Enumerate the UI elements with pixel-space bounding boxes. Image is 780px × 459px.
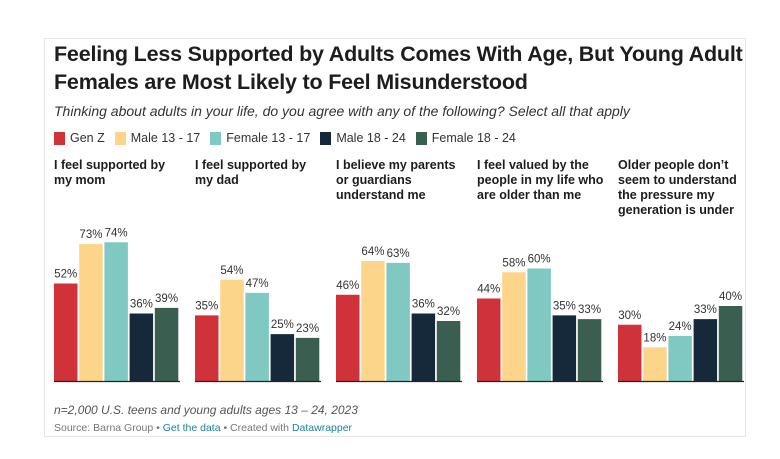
legend-label: Male 18 - 24 — [336, 131, 406, 145]
data-label: 33% — [578, 304, 601, 316]
bar-male-18-24 — [270, 334, 295, 381]
legend-item: Female 18 - 24 — [415, 131, 516, 145]
get-data-link[interactable]: Get the data — [162, 422, 221, 434]
panel-title: Older people don’t seem to understand th… — [618, 158, 737, 217]
legend-item: Male 18 - 24 — [320, 131, 406, 145]
data-label: 63% — [387, 248, 410, 260]
data-label: 39% — [155, 293, 178, 305]
panel-2: 35% 54%47% 25% 23% — [195, 265, 321, 383]
panel-1: 52% 73% 74% 36% 39% — [54, 227, 180, 383]
data-label: 44% — [477, 284, 500, 296]
bar-gen-z — [618, 324, 642, 381]
data-label: 24% — [669, 321, 692, 333]
legend-swatch — [415, 131, 427, 145]
bar-male-18-24 — [411, 313, 436, 381]
legend-label: Male 13 - 17 — [130, 131, 201, 145]
data-label: 30% — [618, 310, 641, 322]
bar-female-13-17 — [245, 292, 269, 381]
panel-5: 30%18%24%33%40% — [618, 291, 744, 383]
data-label: 32% — [437, 306, 460, 318]
bar-gen-z — [477, 298, 501, 381]
legend-item: Female 13 - 17 — [210, 131, 310, 145]
chart-title: Feeling Less Supported by Adults Comes W… — [54, 42, 743, 94]
data-label: 73% — [79, 229, 102, 241]
data-label: 74% — [105, 227, 128, 239]
bar-male-13-17 — [502, 272, 526, 381]
bar-male-13-17 — [220, 279, 244, 381]
data-label: 33% — [694, 304, 717, 316]
legend-label: Gen Z — [70, 131, 105, 145]
bar-female-13-17 — [668, 336, 692, 381]
data-label: 52% — [54, 269, 77, 281]
bar-gen-z — [195, 315, 219, 381]
bar-female-18-24 — [718, 306, 743, 381]
data-label: 54% — [220, 265, 243, 277]
data-label: 35% — [195, 300, 218, 312]
data-label: 47% — [246, 278, 269, 290]
chart-subtitle: Thinking about adults in your life, do y… — [54, 103, 630, 119]
data-label: 35% — [553, 300, 576, 312]
bar-male-18-24 — [129, 313, 154, 381]
separator: • — [220, 422, 231, 434]
panel-title: I feel valued by the people in my life w… — [477, 158, 604, 202]
legend-swatch — [114, 131, 126, 145]
panel-title: I believe my parents or guardians unders… — [336, 158, 456, 202]
bar-gen-z — [336, 294, 360, 381]
bar-female-18-24 — [154, 307, 179, 381]
data-label: 60% — [528, 254, 551, 266]
panel-3: 46% 64% 63% 36%32% — [336, 246, 462, 383]
legend-swatch — [210, 131, 222, 145]
data-label: 25% — [271, 319, 294, 331]
data-label: 23% — [296, 323, 319, 335]
data-label: 36% — [412, 299, 435, 311]
bar-female-13-17 — [527, 268, 551, 381]
bar-female-18-24 — [436, 321, 461, 381]
data-label: 64% — [361, 246, 384, 258]
data-label: 18% — [643, 332, 666, 344]
bar-male-13-17 — [79, 244, 103, 381]
legend-swatch — [320, 131, 332, 145]
legend-label: Female 13 - 17 — [226, 131, 311, 145]
bar-male-13-17 — [361, 261, 385, 381]
chart-notes: n=2,000 U.S. teens and young adults ages… — [54, 403, 358, 417]
legend-item: Male 13 - 17 — [114, 131, 201, 145]
data-label: 58% — [502, 257, 525, 269]
data-label: 46% — [336, 280, 359, 292]
bar-male-18-24 — [693, 319, 718, 381]
panel-4: 44% 58% 60% 35% 33% — [477, 254, 603, 383]
data-label: 36% — [130, 299, 153, 311]
legend: Gen Z Male 13 - 17 Female 13 - 17 Male 1… — [54, 131, 516, 145]
bar-gen-z — [54, 283, 78, 381]
panel-title: I feel supported by my dad — [195, 158, 307, 187]
datawrapper-link[interactable]: Datawrapper — [291, 422, 353, 434]
legend-label: Female 18 - 24 — [431, 131, 516, 145]
bar-female-13-17 — [386, 262, 410, 381]
data-label: 40% — [719, 291, 742, 303]
bar-male-13-17 — [643, 347, 667, 381]
bar-female-13-17 — [104, 242, 128, 381]
source-text: Source: Barna Group — [54, 422, 154, 434]
bar-male-18-24 — [552, 315, 577, 381]
bar-female-18-24 — [577, 319, 602, 381]
legend-swatch — [54, 131, 65, 145]
separator: • — [153, 422, 163, 434]
panel-title: I feel supported by my mom — [54, 158, 166, 187]
bar-female-18-24 — [295, 337, 320, 381]
created-with-text: Created with — [230, 422, 292, 434]
legend-item: Gen Z — [54, 131, 105, 145]
chart-source: Source: Barna Group • Get the data • Cre… — [54, 422, 352, 434]
